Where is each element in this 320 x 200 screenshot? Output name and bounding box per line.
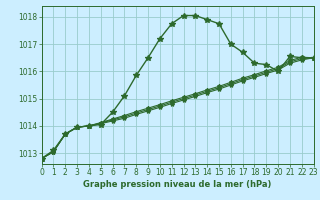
X-axis label: Graphe pression niveau de la mer (hPa): Graphe pression niveau de la mer (hPa) xyxy=(84,180,272,189)
